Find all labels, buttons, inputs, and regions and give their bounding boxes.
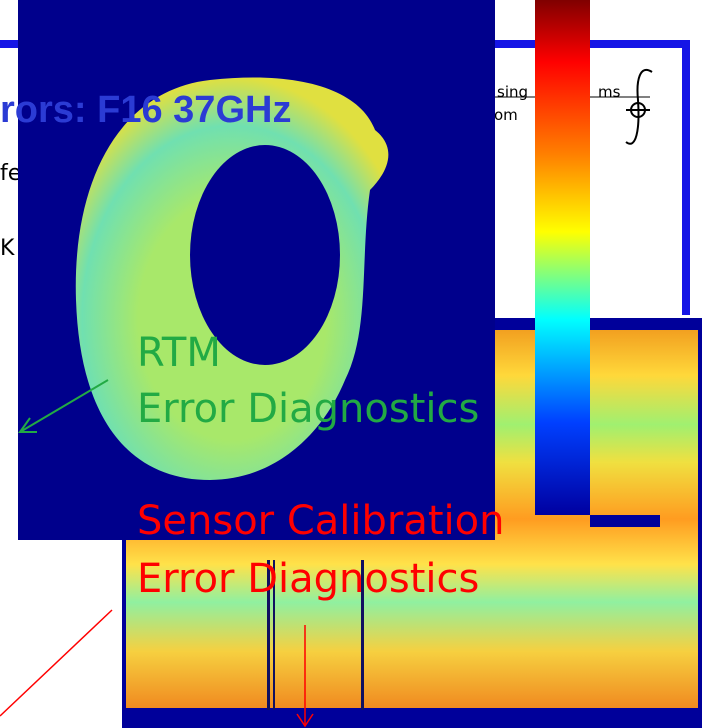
logo-text: sing xyxy=(497,83,528,101)
slide-title: rors: F16 37GHz xyxy=(0,89,291,131)
annotation: Error Diagnostics xyxy=(137,386,479,432)
annotation: Error Diagnostics xyxy=(137,556,479,602)
logo-text: ms xyxy=(598,83,621,101)
colorbar xyxy=(535,0,590,515)
frame-right xyxy=(682,40,690,315)
slide: sing ms om fe K rors: F16 37GHz RTM Erro… xyxy=(0,0,702,728)
annotation: RTM xyxy=(137,330,221,376)
body-text: K xyxy=(0,236,15,261)
logo-symbol xyxy=(626,70,652,144)
ring-image xyxy=(18,0,495,540)
annotation: Sensor Calibration xyxy=(137,498,504,544)
logo-text: om xyxy=(494,106,518,124)
